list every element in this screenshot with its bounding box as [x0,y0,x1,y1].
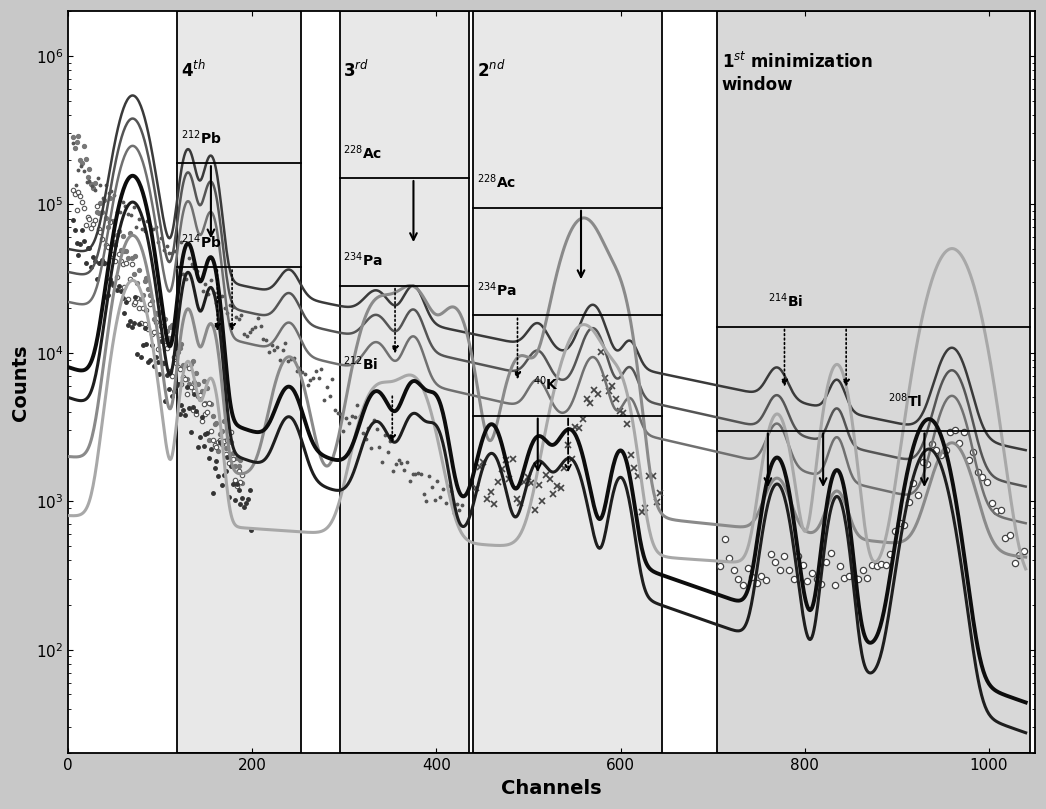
Text: $^{214}$Bi: $^{214}$Bi [768,292,803,311]
Text: $^{40}$K: $^{40}$K [533,374,560,392]
Text: $^{234}$Pa: $^{234}$Pa [343,251,382,269]
X-axis label: Channels: Channels [501,779,601,798]
Bar [718,11,1030,753]
Text: 1$^{st}$ minimization
window: 1$^{st}$ minimization window [722,52,872,94]
Bar [473,11,662,753]
Bar [340,11,469,753]
Text: $^{234}$Pa: $^{234}$Pa [477,281,517,299]
Y-axis label: Counts: Counts [12,344,30,421]
Text: $^{214}$Pb: $^{214}$Pb [181,232,221,251]
Text: 2$^{nd}$: 2$^{nd}$ [477,59,505,81]
Text: 3$^{rd}$: 3$^{rd}$ [343,59,368,81]
Text: $^{212}$Bi: $^{212}$Bi [343,355,378,374]
Text: $^{228}$Ac: $^{228}$Ac [477,173,516,192]
Text: $^{208}$Tl: $^{208}$Tl [888,391,922,409]
Text: $^{212}$Pb: $^{212}$Pb [181,129,221,147]
Bar [177,11,301,753]
Text: 4$^{th}$: 4$^{th}$ [181,59,205,81]
Text: $^{228}$Ac: $^{228}$Ac [343,143,382,162]
